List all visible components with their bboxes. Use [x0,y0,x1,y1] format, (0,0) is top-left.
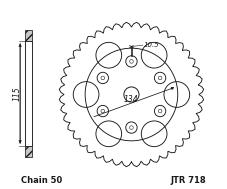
Bar [25,41,32,146]
Bar [25,146,32,157]
Text: JTR 718: JTR 718 [170,176,206,185]
Text: 115: 115 [13,86,22,101]
Bar [25,30,32,41]
Text: 10.5: 10.5 [144,42,160,48]
Text: 134: 134 [124,95,139,104]
Text: Chain 50: Chain 50 [21,176,62,185]
